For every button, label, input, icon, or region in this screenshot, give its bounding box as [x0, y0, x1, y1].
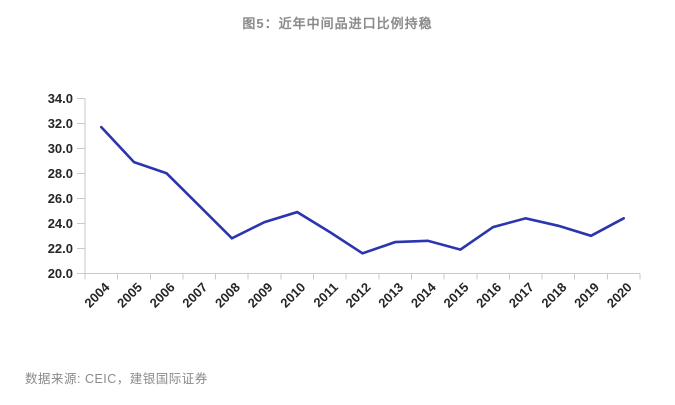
- x-axis-tick-label: 2008: [212, 280, 243, 311]
- series-line-intermediate-goods: [100, 125, 626, 255]
- x-axis-tick-label: 2012: [343, 280, 374, 311]
- x-axis-tick-label: 2004: [81, 279, 113, 311]
- x-axis-tick-label: 2017: [506, 280, 537, 311]
- y-axis-tick-label: 34.0: [48, 91, 73, 106]
- x-axis-tick-label: 2011: [310, 280, 341, 311]
- y-axis-tick-label: 26.0: [48, 191, 73, 206]
- x-axis-tick-label: 2016: [473, 280, 504, 311]
- y-axis-tick-label: 20.0: [48, 266, 73, 281]
- x-axis-tick-label: 2014: [408, 279, 440, 311]
- x-axis-tick-label: 2015: [441, 280, 472, 311]
- y-axis-tick-label: 32.0: [48, 116, 73, 131]
- x-axis-tick-label: 2009: [245, 280, 276, 311]
- x-axis-tick-label: 2020: [604, 280, 635, 311]
- x-axis-tick-label: 2007: [179, 280, 210, 311]
- x-axis-tick-label: 2005: [114, 280, 145, 311]
- data-source-note: 数据来源: CEIC，建银国际证券: [25, 372, 208, 386]
- chart-title: 图5：近年中间品进口比例持稳: [242, 16, 433, 31]
- y-axis-tick-label: 24.0: [48, 216, 73, 231]
- x-axis-tick-label: 2006: [147, 280, 178, 311]
- x-axis-tick-label: 2019: [571, 280, 602, 311]
- x-axis-tick-label: 2013: [375, 280, 406, 311]
- x-axis-tick-label: 2018: [538, 280, 569, 311]
- y-axis-tick-label: 28.0: [48, 166, 73, 181]
- x-axis-tick-label: 2010: [277, 280, 308, 311]
- y-axis-tick-label: 22.0: [48, 241, 73, 256]
- y-axis-tick-label: 30.0: [48, 141, 73, 156]
